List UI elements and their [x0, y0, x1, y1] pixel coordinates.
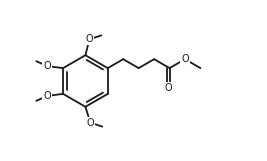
Text: O: O — [164, 83, 172, 93]
Text: O: O — [44, 61, 51, 71]
Text: O: O — [44, 91, 51, 101]
Text: O: O — [181, 54, 189, 64]
Text: O: O — [85, 34, 93, 44]
Text: O: O — [87, 118, 94, 128]
